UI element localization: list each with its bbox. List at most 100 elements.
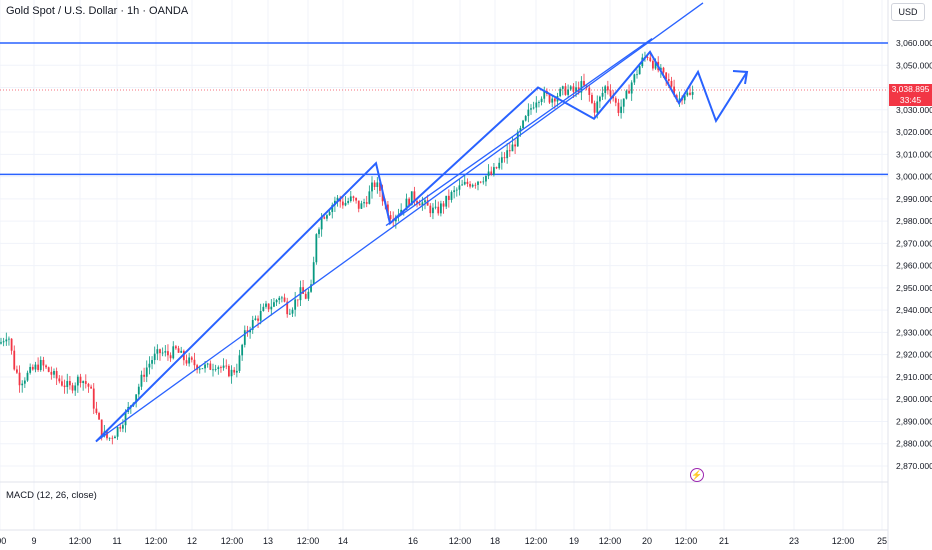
candle-down bbox=[469, 183, 471, 187]
time-tick-label: 23 bbox=[789, 536, 799, 546]
candle-up bbox=[251, 319, 254, 330]
candle-up bbox=[270, 306, 273, 310]
price-tick-label: 2,960.000 bbox=[896, 261, 932, 271]
candle-up bbox=[122, 425, 124, 429]
trend-line-2[interactable] bbox=[385, 38, 653, 227]
candle-up bbox=[530, 108, 532, 110]
candle-down bbox=[159, 349, 161, 354]
candle-down bbox=[119, 427, 122, 429]
time-tick-label: :00 bbox=[0, 536, 6, 546]
price-tick-label: 2,900.000 bbox=[896, 394, 932, 404]
price-tick-label: 2,930.000 bbox=[896, 327, 932, 337]
candle-down bbox=[228, 365, 230, 377]
time-tick-label: 12 bbox=[187, 536, 197, 546]
candle-up bbox=[135, 394, 138, 403]
candle-down bbox=[143, 374, 145, 377]
candle-up bbox=[307, 291, 310, 299]
candle-down bbox=[662, 67, 665, 73]
candle-down bbox=[373, 182, 376, 188]
arrow-head[interactable] bbox=[732, 69, 749, 85]
candle-down bbox=[246, 330, 249, 333]
candle-up bbox=[326, 215, 328, 219]
candle-down bbox=[389, 215, 392, 220]
currency-button[interactable]: USD bbox=[891, 3, 925, 21]
candle-up bbox=[569, 86, 572, 90]
trend-drawings[interactable] bbox=[95, 2, 749, 443]
candle-up bbox=[527, 109, 530, 117]
time-tick-label: 9 bbox=[31, 536, 36, 546]
candle-down bbox=[442, 203, 445, 207]
candle-up bbox=[108, 437, 111, 439]
candle-up bbox=[620, 106, 622, 113]
candle-up bbox=[450, 192, 453, 200]
candle-up bbox=[453, 190, 456, 193]
candle-up bbox=[440, 203, 442, 214]
candle-down bbox=[479, 181, 482, 183]
candle-up bbox=[265, 303, 267, 307]
macd-indicator-label[interactable]: MACD (12, 26, close) bbox=[6, 490, 97, 501]
trend-line-1[interactable] bbox=[95, 2, 704, 443]
candle-down bbox=[593, 102, 596, 113]
candle-down bbox=[16, 369, 18, 373]
price-tick-label: 2,950.000 bbox=[896, 283, 932, 293]
candle-up bbox=[678, 98, 681, 100]
candle-up bbox=[638, 66, 641, 75]
candle-up bbox=[241, 344, 244, 356]
candle-up bbox=[485, 175, 487, 182]
candle-down bbox=[87, 383, 90, 387]
candle-up bbox=[336, 197, 339, 201]
candle-up bbox=[235, 370, 238, 373]
candle-down bbox=[100, 419, 103, 437]
candle-down bbox=[628, 90, 630, 94]
candle-down bbox=[31, 366, 34, 370]
candle-up bbox=[543, 90, 546, 99]
price-tick-label: 3,000.000 bbox=[896, 172, 932, 182]
price-tick-label: 2,990.000 bbox=[896, 194, 932, 204]
time-tick-label: 21 bbox=[719, 536, 729, 546]
zigzag-projection[interactable] bbox=[95, 50, 748, 443]
price-tick-label: 3,050.000 bbox=[896, 60, 932, 70]
candle-down bbox=[50, 371, 53, 375]
price-tick-label: 2,880.000 bbox=[896, 439, 932, 449]
time-axis[interactable]: :00 9 12:00 11 12:00 12 12:00 13 12:00 14 16 12:00 1… bbox=[0, 536, 887, 546]
price-tick-label: 2,890.000 bbox=[896, 416, 932, 426]
candle-down bbox=[564, 86, 567, 95]
candle-up bbox=[23, 380, 26, 384]
candle-down bbox=[283, 297, 286, 302]
candle-up bbox=[432, 207, 434, 214]
candle-down bbox=[495, 167, 498, 169]
price-tick-label: 3,060.000 bbox=[896, 38, 932, 48]
candle-up bbox=[39, 359, 42, 370]
candle-down bbox=[185, 360, 188, 364]
price-tick-label: 2,870.000 bbox=[896, 461, 932, 471]
candle-up bbox=[0, 342, 2, 344]
candle-down bbox=[193, 359, 196, 366]
candle-up bbox=[622, 98, 625, 107]
candle-down bbox=[55, 370, 58, 379]
candle-up bbox=[599, 96, 601, 102]
candle-up bbox=[66, 381, 69, 388]
bar-countdown: 33:45 bbox=[899, 95, 922, 105]
candle-down bbox=[98, 413, 100, 420]
candle-up bbox=[482, 181, 485, 183]
symbol-title[interactable]: Gold Spot / U.S. Dollar · 1h · OANDA bbox=[6, 5, 189, 17]
candle-up bbox=[477, 181, 479, 185]
candle-down bbox=[426, 200, 429, 206]
price-tick-label: 2,920.000 bbox=[896, 350, 932, 360]
candle-up bbox=[659, 67, 662, 71]
candle-up bbox=[368, 191, 371, 204]
candle-up bbox=[249, 329, 251, 333]
candle-up bbox=[151, 360, 153, 364]
candlesticks bbox=[0, 51, 694, 445]
price-tick-label: 2,970.000 bbox=[896, 238, 932, 248]
candle-down bbox=[357, 200, 360, 209]
candle-up bbox=[455, 189, 458, 191]
candle-down bbox=[209, 363, 212, 370]
time-tick-label: 18 bbox=[490, 536, 500, 546]
price-tick-label: 3,020.000 bbox=[896, 127, 932, 137]
candle-down bbox=[413, 191, 416, 201]
lightning-icon[interactable]: ⚡ bbox=[690, 468, 704, 482]
candle-up bbox=[516, 131, 519, 147]
candle-up bbox=[360, 203, 363, 209]
